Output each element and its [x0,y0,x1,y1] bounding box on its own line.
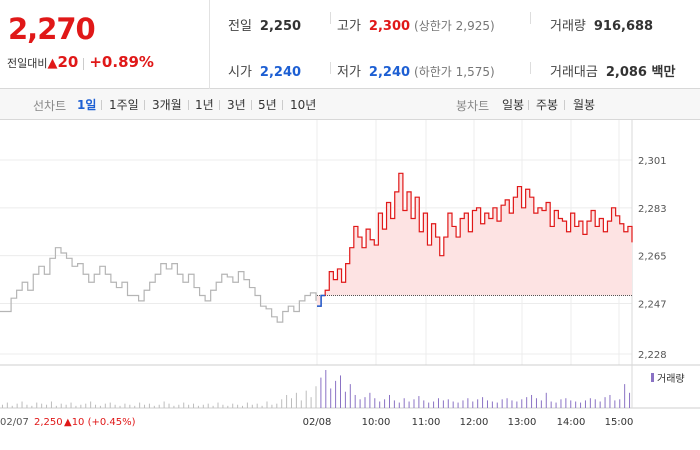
volume-stat: 거래량 916,688 [550,15,653,34]
divider [530,62,531,74]
tab-5y[interactable]: 5년 [258,98,277,112]
price-line-down [317,294,326,307]
divider [83,58,85,70]
high-value: 2,300 [368,19,411,34]
y-tick-label: 2,301 [638,156,667,167]
lower-limit: (하한가 1,575) [414,65,495,79]
x-tick-label: 14:00 [557,417,586,428]
up-arrow-icon: ▲ [47,56,58,71]
tab-3y[interactable]: 3년 [227,98,246,112]
tab-monthly[interactable]: 월봉 [573,98,596,112]
divider [188,100,189,110]
prev-close-value: 2,250 [259,19,302,34]
change-row: 전일대비▲20 +0.89% [7,53,154,71]
y-tick-label: 2,283 [638,204,667,215]
upper-limit: (상한가 2,925) [414,19,495,33]
tab-10y[interactable]: 10년 [290,98,317,112]
change-label: 전일대비 [7,57,48,70]
low-value: 2,240 [368,65,411,80]
line-chart-label: 선차트 [33,99,67,113]
low-stat: 저가 2,240 (하한가 1,575) [337,61,495,80]
tab-daily[interactable]: 일봉 [502,98,525,112]
tab-weekly[interactable]: 주봉 [536,98,559,112]
legend-label: 거래량 [657,373,685,385]
divider [251,100,252,110]
y-tick-label: 2,265 [638,252,667,263]
volume-label: 거래량 [550,19,586,34]
open-stat: 시가 2,240 [228,61,301,80]
prev-day-line [0,247,317,323]
high-label: 고가 [337,19,361,34]
legend-swatch [651,373,654,382]
prev-close-stat: 전일 2,250 [228,15,301,34]
divider [528,100,529,110]
divider [282,100,283,110]
tab-1w[interactable]: 1주일 [109,98,139,112]
tab-3m[interactable]: 3개월 [152,98,182,112]
x-tick-label: 11:00 [412,417,441,428]
divider [530,12,531,24]
tab-1d[interactable]: 1일 [77,98,97,112]
trade-value: 2,086 백만 [605,65,676,80]
tab-1y[interactable]: 1년 [195,98,214,112]
open-value: 2,240 [259,65,302,80]
x-tick-label: 13:00 [508,417,537,428]
quote-panel: 2,270 전일대비▲20 +0.89% 전일 2,250 고가 2,300 (상한가 … [0,0,700,89]
change-value: 20 [57,53,79,71]
volume-plot [1,370,631,408]
trade-value-stat: 거래대금 2,086 백만 [550,61,675,80]
divider [101,100,102,110]
x-tick-label: 12:00 [460,417,489,428]
candle-chart-label: 봉차트 [456,99,490,113]
x-tick-label: 10:00 [362,417,391,428]
current-price: 2,270 [8,12,96,46]
y-tick-label: 2,228 [638,350,667,361]
prev-day-close: 2,250 [34,417,63,428]
low-label: 저가 [337,65,361,80]
high-stat: 고가 2,300 (상한가 2,925) [337,15,495,34]
price-plot [0,172,633,323]
prev-day-change: ▲10 (+0.45%) [64,417,136,428]
price-line [317,172,633,307]
x-axis: 02/07 2,250 ▲10 (+0.45%) 02/08 10:00 11:00 12:… [0,417,633,428]
trade-value-label: 거래대금 [550,65,598,80]
volume-value: 916,688 [593,19,654,34]
y-axis: 2,301 2,283 2,265 2,247 2,228 [638,156,667,361]
x-tick-label: 02/08 [303,417,332,428]
x-tick-label: 15:00 [605,417,634,428]
price-area [317,173,632,307]
divider [330,12,331,24]
change-percent: +0.89% [89,53,154,71]
divider [564,100,565,110]
prev-day-date: 02/07 [0,417,29,428]
intraday-chart: 2,301 2,283 2,265 2,247 2,228 02/07 2,250 ▲10 … [0,120,700,428]
prev-close-label: 전일 [228,19,252,34]
price-box: 2,270 전일대비▲20 +0.89% [0,0,210,89]
period-toolbar: 선차트 1일 1주일 3개월 1년 3년 5년 10년 봉차트 일봉 주봉 월봉 [0,89,700,120]
y-tick-label: 2,247 [638,300,667,311]
divider [330,62,331,74]
open-label: 시가 [228,65,252,80]
divider [144,100,145,110]
divider [219,100,220,110]
